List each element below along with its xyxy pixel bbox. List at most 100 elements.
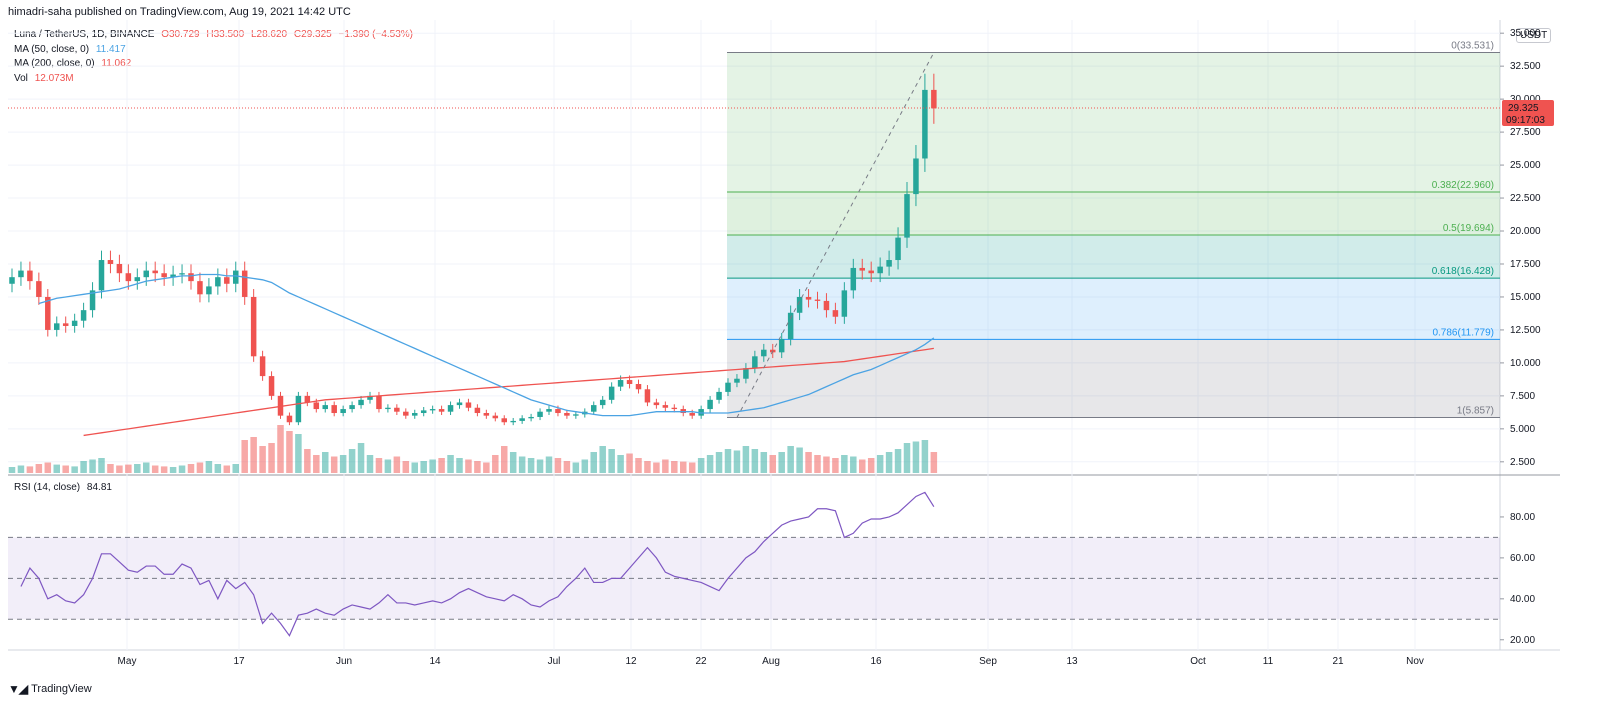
currency-unit-badge[interactable]: USDT bbox=[1516, 28, 1552, 43]
candle-body bbox=[931, 89, 937, 109]
legend-symbol: Luna / TetherUS, 1D, BINANCE bbox=[14, 29, 155, 40]
fib-zone bbox=[727, 339, 1500, 418]
legend-rsi-row[interactable]: RSI (14, close) 84.81 bbox=[14, 482, 112, 493]
candle-body bbox=[197, 281, 203, 295]
price-tick-label: 7.500 bbox=[1510, 391, 1535, 402]
candle-body bbox=[179, 273, 185, 275]
fib-trendline bbox=[736, 52, 935, 418]
volume-bar bbox=[903, 443, 911, 473]
volume-bar bbox=[393, 456, 401, 473]
candle-body bbox=[429, 409, 436, 411]
candle-body bbox=[456, 402, 463, 406]
volume-bar bbox=[930, 452, 938, 473]
candle-body bbox=[832, 310, 839, 317]
candle-body bbox=[626, 380, 633, 384]
volume-bar bbox=[474, 461, 481, 473]
rsi-tick-label: 40.00 bbox=[1510, 594, 1535, 605]
time-tick-label: 12 bbox=[625, 656, 637, 667]
candle-body bbox=[474, 407, 481, 414]
candle-body bbox=[295, 395, 302, 423]
candle-body bbox=[116, 263, 123, 274]
candle-body bbox=[152, 270, 158, 274]
volume-bar bbox=[339, 455, 347, 473]
legend-vol-row[interactable]: Vol 12.073M bbox=[14, 73, 74, 84]
candle-body bbox=[635, 384, 642, 390]
volume-bar bbox=[554, 458, 562, 473]
time-tick-label: Aug bbox=[762, 656, 780, 667]
candle-body bbox=[743, 368, 749, 379]
volume-bar bbox=[232, 464, 239, 473]
candle-body bbox=[438, 409, 445, 412]
candle-body bbox=[241, 270, 248, 297]
candle-body bbox=[420, 410, 427, 414]
candle-body bbox=[778, 339, 785, 353]
candle-body bbox=[98, 260, 105, 291]
volume-bar bbox=[501, 446, 508, 473]
volume-bar bbox=[742, 446, 750, 473]
candle-body bbox=[125, 273, 132, 282]
volume-bar bbox=[894, 449, 902, 473]
price-tick-label: 30.000 bbox=[1510, 94, 1541, 105]
volume-bar bbox=[626, 453, 633, 473]
candle-body bbox=[787, 312, 794, 340]
volume-bar bbox=[885, 452, 893, 473]
legend-ma50-row[interactable]: MA (50, close, 0) 11.417 bbox=[14, 44, 126, 55]
volume-bar bbox=[286, 431, 293, 473]
candle-body bbox=[895, 237, 901, 261]
volume-bar bbox=[688, 462, 696, 473]
fib-level-label: 0.618(16.428) bbox=[1432, 266, 1494, 277]
candle-body bbox=[823, 300, 830, 311]
candle-body bbox=[662, 405, 669, 408]
volume-bar bbox=[357, 443, 365, 473]
time-tick-label: 11 bbox=[1263, 656, 1274, 667]
volume-bar bbox=[348, 449, 356, 473]
volume-bar bbox=[823, 456, 830, 473]
volume-bar bbox=[196, 462, 204, 473]
legend-symbol-row[interactable]: Luna / TetherUS, 1D, BINANCE O30.729 H33… bbox=[14, 29, 413, 40]
candle-body bbox=[331, 405, 337, 414]
volume-bar bbox=[438, 458, 445, 473]
ma200-line bbox=[83, 347, 934, 437]
volume-bar bbox=[187, 464, 195, 473]
candle-body bbox=[376, 395, 382, 410]
candle-body bbox=[62, 323, 69, 326]
volume-bar bbox=[456, 458, 463, 473]
candle-body bbox=[492, 415, 499, 419]
volume-bar bbox=[205, 461, 213, 473]
volume-bar bbox=[850, 456, 857, 473]
candle-body bbox=[143, 270, 149, 278]
legend-ma50-value: 11.417 bbox=[95, 44, 126, 55]
volume-bar bbox=[590, 452, 597, 473]
price-tick-label: 27.500 bbox=[1510, 127, 1541, 138]
time-tick-label: Nov bbox=[1406, 656, 1424, 667]
volume-bar bbox=[313, 455, 320, 473]
volume-bar bbox=[402, 461, 410, 473]
volume-bar bbox=[867, 458, 875, 473]
candle-body bbox=[107, 260, 114, 264]
tradingview-logo[interactable]: ▼◢ TradingView bbox=[8, 682, 92, 696]
time-tick-label: 13 bbox=[1066, 656, 1078, 667]
tradingview-brand: TradingView bbox=[31, 683, 92, 695]
volume-bar bbox=[912, 441, 920, 473]
candle-body bbox=[403, 411, 409, 416]
volume-bar bbox=[98, 458, 105, 473]
candle-body bbox=[716, 391, 722, 400]
volume-bar bbox=[527, 458, 535, 473]
price-tick-label: 2.500 bbox=[1510, 457, 1535, 468]
candle-body bbox=[814, 299, 821, 301]
volume-bar bbox=[384, 459, 392, 473]
volume-bar bbox=[35, 464, 43, 473]
volume-bar bbox=[125, 464, 132, 473]
candle-body bbox=[89, 290, 96, 311]
candle-body bbox=[161, 273, 167, 278]
volume-bar bbox=[536, 459, 544, 473]
candle-body bbox=[188, 273, 194, 282]
candle-body bbox=[510, 420, 516, 423]
rsi-line bbox=[20, 491, 935, 637]
candle-body bbox=[644, 389, 651, 403]
candle-body bbox=[689, 413, 695, 416]
legend-ma200-row[interactable]: MA (200, close, 0) 11.062 bbox=[14, 58, 131, 69]
rsi-tick-label: 80.00 bbox=[1510, 512, 1535, 523]
time-tick-label: Sep bbox=[979, 656, 997, 667]
